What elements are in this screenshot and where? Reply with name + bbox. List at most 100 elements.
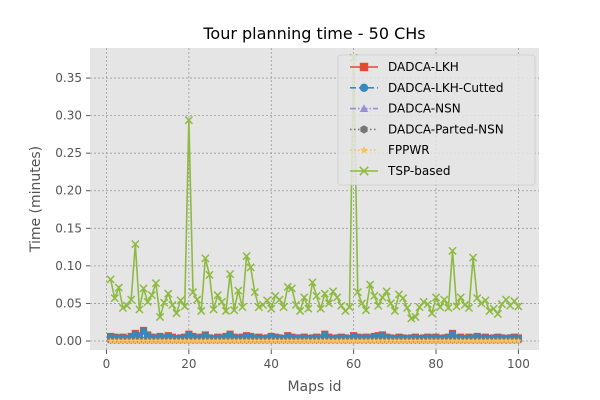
y-axis-ticks: 0.00 0.05 0.10 0.15 0.20 0.25 0.30 0.35: [55, 71, 90, 348]
data-point: [432, 337, 440, 344]
y-tick-label: 0.00: [55, 334, 82, 348]
data-point: [295, 306, 305, 316]
data-point: [230, 337, 238, 344]
data-point: [304, 304, 313, 313]
data-point: [131, 337, 139, 344]
data-point: [250, 288, 259, 297]
data-point: [205, 270, 214, 280]
data-point: [242, 251, 251, 261]
data-point: [176, 296, 185, 305]
data-point: [309, 337, 316, 344]
data-point: [427, 309, 437, 318]
data-point: [379, 337, 386, 344]
data-point: [382, 287, 391, 296]
data-point: [181, 337, 189, 344]
data-point: [337, 301, 346, 310]
data-point: [415, 303, 424, 312]
legend-marker: [359, 62, 369, 72]
data-point: [457, 337, 465, 344]
data-point: [464, 303, 474, 313]
data-point: [296, 337, 304, 344]
y-tick-label: 0.35: [55, 71, 82, 85]
data-point: [390, 306, 399, 316]
data-point: [333, 293, 342, 302]
y-tick-label: 0.15: [55, 221, 82, 235]
y-tick-label: 0.05: [55, 296, 82, 310]
legend-label: DADCA-LKH: [388, 60, 459, 74]
data-point: [354, 337, 362, 344]
data-point: [510, 337, 518, 344]
data-point: [501, 295, 511, 304]
data-point: [490, 337, 498, 344]
legend-marker: [359, 104, 369, 112]
data-point: [477, 337, 485, 344]
data-point: [423, 300, 432, 309]
data-point: [514, 337, 522, 344]
data-point: [420, 337, 428, 344]
data-point: [135, 305, 144, 314]
x-axis-label: Maps id: [287, 379, 341, 395]
data-point: [387, 337, 395, 344]
data-point: [489, 304, 498, 313]
data-point: [494, 337, 502, 344]
data-point: [164, 337, 172, 344]
data-point: [131, 239, 140, 249]
y-tick-label: 0.10: [55, 259, 82, 273]
data-point: [287, 284, 296, 293]
data-point: [234, 337, 242, 344]
data-point: [477, 299, 486, 308]
data-point: [403, 303, 412, 313]
data-point: [291, 300, 301, 310]
data-point: [209, 305, 218, 314]
data-point: [251, 337, 259, 344]
x-tick-label: 100: [507, 357, 530, 371]
legend-marker: [359, 83, 369, 93]
series-tsp-based: [106, 53, 523, 323]
data-point: [143, 297, 152, 307]
data-point: [280, 337, 288, 344]
data-point: [262, 296, 272, 305]
data-point: [473, 337, 481, 344]
data-point: [122, 301, 132, 310]
data-point: [254, 303, 264, 312]
series-fppwr: [107, 337, 522, 344]
data-point: [275, 295, 284, 304]
data-point: [246, 263, 255, 272]
data-point: [304, 337, 312, 344]
data-point: [160, 298, 169, 307]
data-point: [341, 337, 349, 344]
data-point: [346, 337, 353, 344]
y-axis-label: Time (minutes): [28, 146, 44, 253]
data-point: [263, 337, 271, 344]
data-point: [486, 337, 493, 344]
data-point: [428, 337, 436, 344]
data-point: [284, 337, 292, 344]
data-point: [267, 337, 275, 344]
legend-marker: [359, 166, 369, 176]
data-point: [365, 280, 375, 289]
data-point: [308, 278, 317, 287]
data-point: [473, 294, 482, 303]
x-tick-label: 20: [181, 357, 196, 371]
data-point: [168, 300, 177, 310]
data-point: [419, 297, 428, 307]
data-point: [350, 337, 358, 344]
data-point: [243, 337, 250, 344]
data-point: [139, 284, 148, 293]
data-point: [192, 295, 202, 304]
data-point: [271, 337, 279, 344]
data-point: [502, 337, 510, 344]
data-point: [119, 337, 127, 344]
data-point: [465, 337, 473, 344]
x-axis-ticks: 0 20 40 60 80 100: [103, 350, 530, 371]
data-point: [180, 302, 189, 311]
data-point: [222, 337, 230, 344]
data-point: [173, 337, 180, 344]
data-point: [370, 337, 378, 344]
data-point: [411, 312, 420, 322]
data-point: [111, 337, 119, 344]
data-point: [456, 293, 465, 302]
data-point: [337, 337, 345, 344]
data-point: [188, 288, 198, 297]
data-point: [345, 303, 354, 312]
